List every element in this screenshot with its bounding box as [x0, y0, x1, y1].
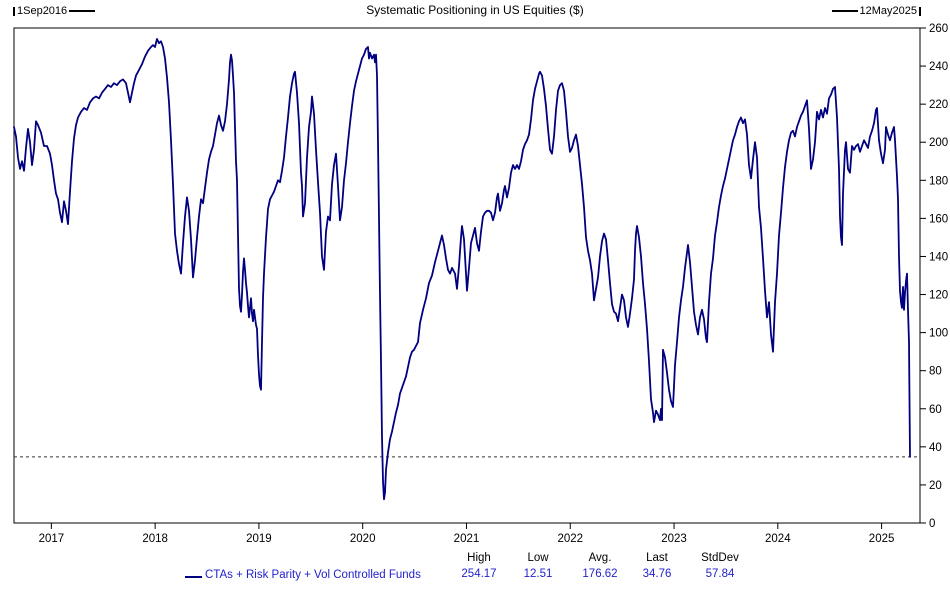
stat-value-stddev: 57.84 [705, 568, 735, 580]
start-date-marker: 1Sep2016 [13, 5, 96, 17]
stat-value-high: 254.17 [461, 568, 497, 580]
legend-series-label: CTAs + Risk Parity + Vol Controlled Fund… [205, 569, 421, 581]
x-tick-label: 2020 [350, 533, 376, 545]
y-tick-label: 200 [929, 137, 948, 149]
x-tick-label: 2019 [246, 533, 272, 545]
start-date-label: 1Sep2016 [17, 5, 68, 17]
x-tick-label: 2025 [869, 533, 895, 545]
stat-header-stddev: StdDev [701, 552, 739, 564]
stat-header-avg: Avg. [588, 552, 612, 564]
legend-line-swatch [185, 576, 202, 578]
y-tick-label: 160 [929, 213, 948, 225]
end-date-label: 12May2025 [859, 5, 918, 17]
end-date-marker: 12May2025 [831, 5, 921, 17]
y-tick-label: 240 [929, 61, 948, 73]
y-tick-label: 100 [929, 328, 948, 340]
series-line [13, 38, 911, 501]
end-date-line [831, 10, 858, 12]
x-tick-label: 2021 [454, 533, 480, 545]
y-tick-label: 260 [929, 23, 948, 35]
y-tick-label: 180 [929, 175, 948, 187]
start-date-tick [13, 6, 15, 16]
y-tick-label: 0 [929, 518, 935, 530]
start-date-line [69, 10, 96, 12]
stat-header-last: Last [646, 552, 668, 564]
stat-value-low: 12.51 [523, 568, 553, 580]
y-tick-label: 60 [929, 404, 942, 416]
y-tick-label: 80 [929, 366, 942, 378]
stat-value-avg: 176.62 [582, 568, 618, 580]
x-tick-label: 2023 [661, 533, 687, 545]
stat-header-high: High [467, 552, 491, 564]
page-title: Systematic Positioning in US Equities ($… [366, 3, 584, 17]
y-tick-label: 20 [929, 480, 942, 492]
x-tick-label: 2017 [39, 533, 65, 545]
y-tick-label: 40 [929, 442, 942, 454]
plot-border [13, 27, 921, 524]
stat-value-last: 34.76 [642, 568, 672, 580]
end-date-tick [919, 6, 921, 16]
y-tick-label: 140 [929, 251, 948, 263]
y-tick-label: 120 [929, 290, 948, 302]
x-tick-label: 2018 [142, 533, 168, 545]
x-tick-label: 2022 [557, 533, 583, 545]
stat-header-low: Low [527, 552, 549, 564]
y-tick-label: 220 [929, 99, 948, 111]
x-tick-label: 2024 [765, 533, 791, 545]
